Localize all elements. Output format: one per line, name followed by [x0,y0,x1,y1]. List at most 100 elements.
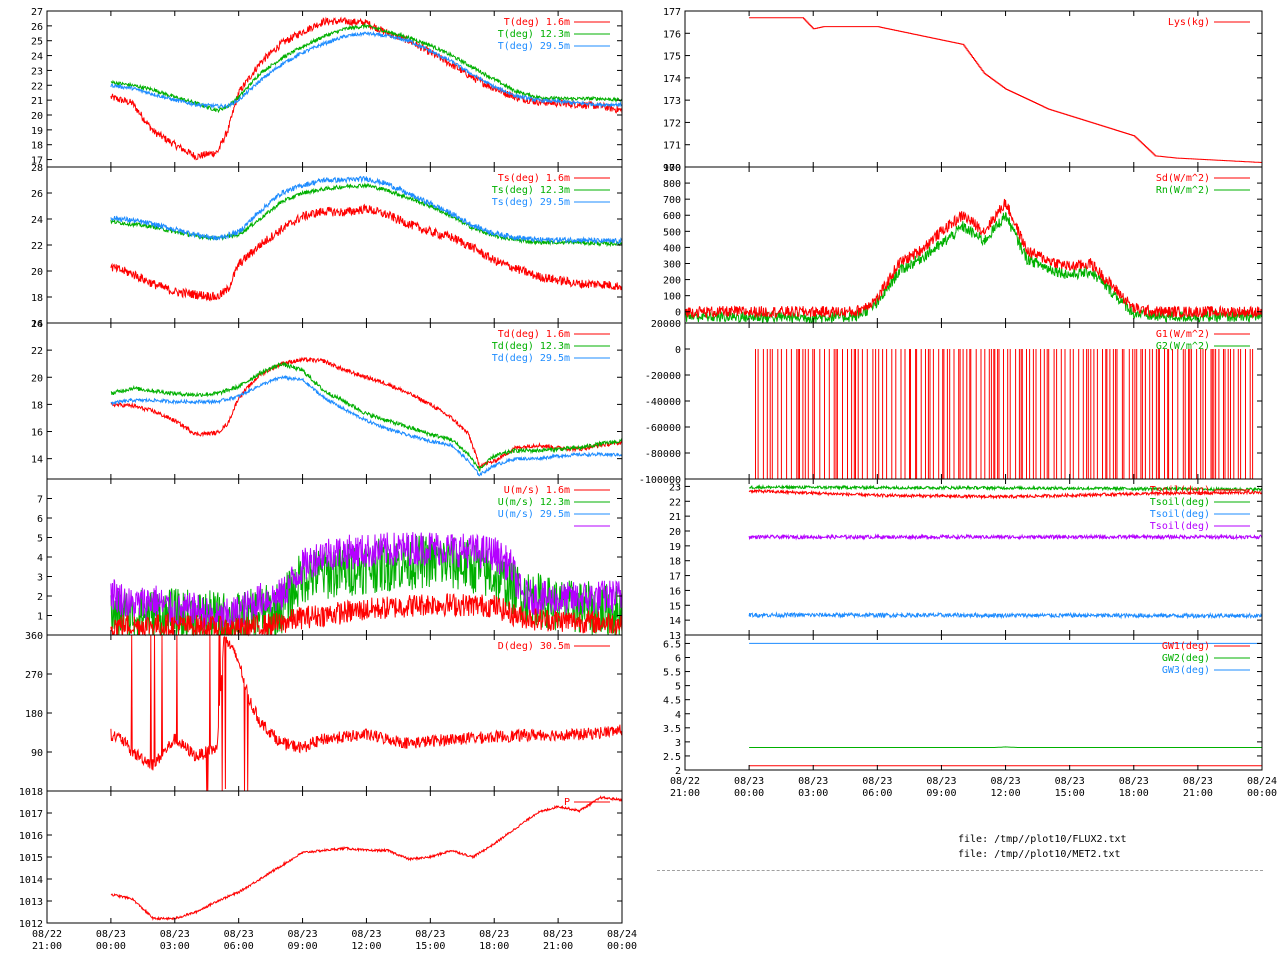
ytick-label-Rad-8: 800 [663,179,681,190]
ytick-label-Tsoil-1: 14 [669,616,681,627]
ytick-label-Td-3: 20 [31,373,43,384]
footer-file-met: file: /tmp//plot10/MET2.txt [958,849,1121,860]
ytick-label-GW-1: 2.5 [663,752,681,763]
ytick-label-Ts-1: 18 [31,293,43,304]
ytick-label-P-4: 1016 [19,831,43,842]
ytick-label-Tsoil-9: 22 [669,497,681,508]
ytick-label-P-3: 1015 [19,853,43,864]
xtick-label-right-date-6: 08/23 [1055,776,1085,787]
xtick-label-right-date-7: 08/23 [1119,776,1149,787]
frame-P [46,790,623,924]
ytick-label-Rad-0: 0 [675,308,681,319]
legend-label-Td-1: Td(deg) 12.3m [492,341,570,352]
xtick-label-right-time-2: 03:00 [798,788,828,799]
ytick-label-Td-5: 24 [31,319,43,330]
xtick-label-right-date-1: 08/23 [734,776,764,787]
ytick-label-Rad-6: 600 [663,211,681,222]
ytick-label-Ts-5: 26 [31,189,43,200]
legend-label-Ts-0: Ts(deg) 1.6m [498,173,570,184]
ytick-label-T-1: 18 [31,141,43,152]
legend-label-T-0: T(deg) 1.6m [504,17,570,28]
ytick-label-T-0: 17 [31,156,43,167]
series-Td-0 [110,356,623,469]
xtick-label-left-time-7: 18:00 [479,941,509,952]
xtick-label-left-time-3: 06:00 [224,941,254,952]
xtick-label-left-time-6: 15:00 [415,941,445,952]
ytick-label-T-10: 27 [31,7,43,18]
series-P-0 [110,795,623,921]
legend-label-Td-2: Td(deg) 29.5m [492,353,570,364]
ytick-label-U-6: 7 [37,495,43,506]
legend-label-Lys-0: Lys(kg) [1168,17,1210,28]
legend-label-GW-2: GW3(deg) [1162,665,1210,676]
xtick-label-left-date-9: 08/24 [607,929,637,940]
legend-label-G-0: G1(W/m^2) [1156,329,1210,340]
chart-panel-U: 1 2 3 4 5 6 7 U(m/s) 1.6mU(m/s) 12.3mU(m/s) 29.… [37,478,623,637]
ytick-label-G-6: 20000 [651,319,681,330]
ytick-label-Tsoil-8: 21 [669,512,681,523]
legend-label-Rad-0: Sd(W/m^2) [1156,173,1210,184]
xtick-label-right-time-9: 00:00 [1247,788,1277,799]
xtick-label-left-date-6: 08/23 [415,929,445,940]
legend-label-Ts-2: Ts(deg) 29.5m [492,197,570,208]
ytick-label-Td-0: 14 [31,455,43,466]
frame-Lys [684,10,1263,168]
chart-panel-Lys: 170 171 172 173 174 175 176 177 Lys(kg) [663,7,1263,174]
xtick-label-left-time-4: 09:00 [288,941,318,952]
xtick-label-right-date-2: 08/23 [798,776,828,787]
xtick-label-right-time-1: 00:00 [734,788,764,799]
series-Ts-2 [110,175,623,245]
ytick-label-Lys-5: 175 [663,52,681,63]
ytick-label-GW-8: 6 [675,654,681,665]
ytick-label-Lys-0: 170 [663,163,681,174]
ytick-label-T-8: 25 [31,37,43,48]
ytick-label-U-3: 4 [37,553,43,564]
series-Lys-0 [749,17,1262,163]
ytick-label-D-2: 270 [25,670,43,681]
xtick-label-left-date-5: 08/23 [351,929,381,940]
ytick-label-Ts-4: 24 [31,215,43,226]
ytick-label-U-5: 6 [37,514,43,525]
ytick-label-T-4: 21 [31,96,43,107]
ytick-label-Td-2: 18 [31,400,43,411]
ytick-label-Ts-6: 28 [31,163,43,174]
ytick-label-Rad-1: 100 [663,292,681,303]
ytick-label-Tsoil-7: 20 [669,527,681,538]
legend-label-T-2: T(deg) 29.5m [498,41,570,52]
ytick-label-Rad-7: 700 [663,195,681,206]
ytick-label-Lys-2: 172 [663,118,681,129]
ytick-label-GW-5: 4.5 [663,696,681,707]
series-T-1 [110,22,623,114]
ytick-label-P-1: 1013 [19,897,43,908]
ytick-label-U-2: 3 [37,573,43,584]
ytick-label-GW-3: 3.5 [663,724,681,735]
ytick-label-T-6: 23 [31,66,43,77]
ytick-label-G-2: -60000 [645,423,681,434]
xtick-label-right-time-3: 06:00 [862,788,892,799]
ytick-label-Rad-4: 400 [663,243,681,254]
ytick-label-G-0: -100000 [639,475,681,486]
ytick-label-Ts-0: 16 [31,319,43,330]
xtick-label-left-date-0: 08/22 [32,929,62,940]
legend-label-Tsoil-3: Tsoil(deg) [1150,521,1210,532]
legend-label-GW-0: GW1(deg) [1162,641,1210,652]
legend-label-Td-0: Td(deg) 1.6m [498,329,570,340]
ytick-label-Td-1: 16 [31,428,43,439]
frame-GW [684,634,1263,771]
series-Rad-0 [684,211,1263,324]
ytick-label-Td-4: 22 [31,346,43,357]
legend-label-Tsoil-1: Tsoil(deg) [1150,497,1210,508]
ytick-label-U-4: 5 [37,534,43,545]
ytick-label-GW-7: 5.5 [663,668,681,679]
frame-D [46,634,623,792]
ytick-label-Ts-2: 20 [31,267,43,278]
series-Ts-0 [110,203,623,302]
ytick-label-Lys-4: 174 [663,74,681,85]
ytick-label-GW-2: 3 [675,738,681,749]
series-Tsoil-3 [748,611,1263,620]
legend-label-Tsoil-2: Tsoil(deg) [1150,509,1210,520]
ytick-label-Tsoil-0: 13 [669,631,681,642]
